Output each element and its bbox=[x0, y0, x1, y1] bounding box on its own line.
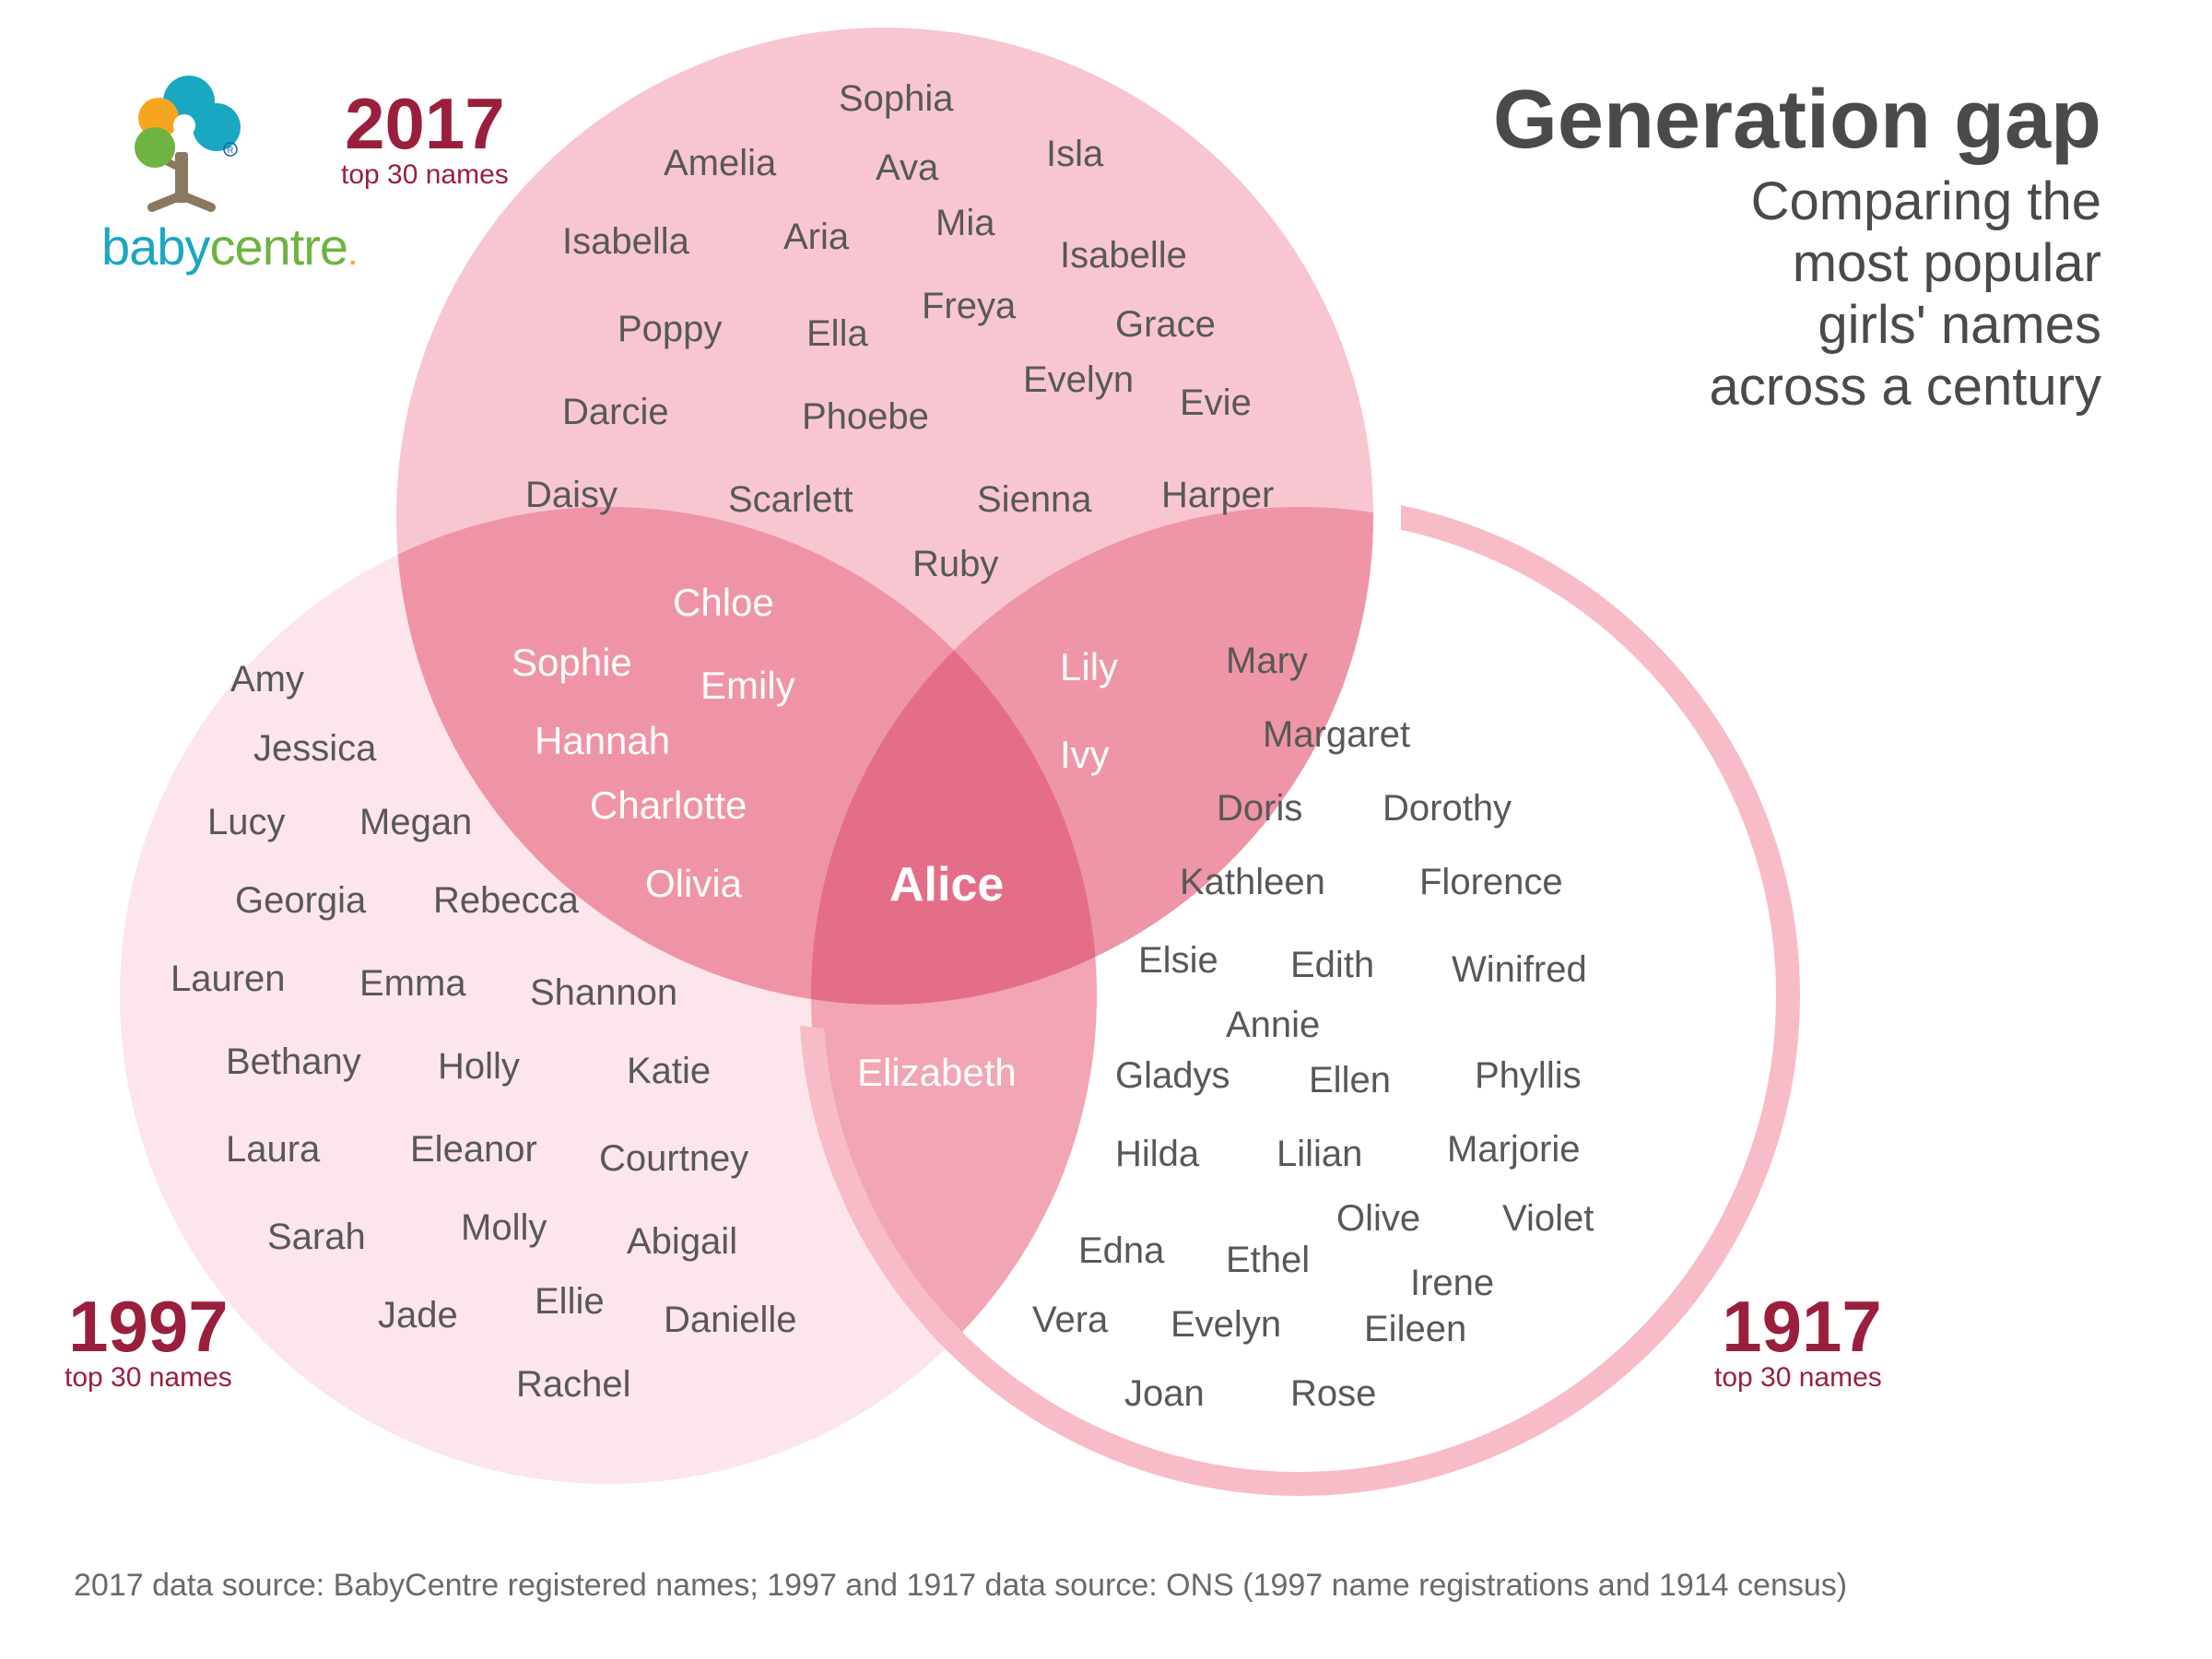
year-2017-label: 2017 top 30 names bbox=[341, 88, 509, 191]
name-only-1997: Georgia bbox=[235, 880, 366, 922]
name-only-1917: Lilian bbox=[1277, 1134, 1362, 1175]
venn-infographic: R babycentre. Generation gap Comparing t… bbox=[0, 0, 2212, 1659]
name-only-1917: Evelyn bbox=[1171, 1304, 1281, 1346]
name-only-1917: Joan bbox=[1124, 1373, 1205, 1415]
name-only-1997: Courtney bbox=[599, 1138, 748, 1180]
name-only-1917: Elsie bbox=[1138, 940, 1218, 982]
name-overlap-1997-1917: Elizabeth bbox=[857, 1051, 1017, 1095]
name-only-1917: Mary bbox=[1226, 641, 1308, 682]
name-only-2017: Daisy bbox=[525, 475, 618, 516]
name-only-2017: Mia bbox=[935, 203, 994, 244]
name-only-1997: Shannon bbox=[530, 972, 677, 1014]
name-only-1917: Olive bbox=[1336, 1198, 1420, 1240]
name-only-2017: Isabelle bbox=[1060, 235, 1187, 276]
name-only-2017: Ruby bbox=[912, 544, 998, 585]
name-overlap-2017-1997: Charlotte bbox=[590, 783, 747, 828]
name-only-1917: Dorothy bbox=[1382, 788, 1512, 830]
name-only-1997: Katie bbox=[627, 1051, 711, 1092]
name-only-1917: Eileen bbox=[1364, 1309, 1466, 1350]
name-only-2017: Evie bbox=[1180, 382, 1252, 424]
name-only-1997: Jade bbox=[378, 1295, 458, 1336]
name-only-1917: Ethel bbox=[1226, 1240, 1310, 1281]
name-only-1997: Bethany bbox=[226, 1041, 361, 1083]
name-only-1917: Kathleen bbox=[1180, 862, 1325, 903]
name-only-2017: Isabella bbox=[562, 221, 689, 263]
name-only-2017: Aria bbox=[783, 217, 849, 258]
name-only-2017: Ava bbox=[876, 147, 938, 189]
name-only-2017: Harper bbox=[1161, 475, 1274, 516]
name-only-1997: Ellie bbox=[535, 1281, 605, 1323]
name-only-2017: Sienna bbox=[977, 479, 1092, 521]
name-overlap-2017-1997: Chloe bbox=[673, 581, 774, 625]
name-only-1917: Ellen bbox=[1309, 1060, 1391, 1101]
name-only-2017: Scarlett bbox=[728, 479, 853, 521]
name-only-1997: Lucy bbox=[207, 802, 286, 843]
year-1917-label: 1917 top 30 names bbox=[1714, 1290, 1882, 1394]
name-only-1917: Gladys bbox=[1115, 1055, 1230, 1097]
name-only-1997: Amy bbox=[230, 659, 304, 700]
name-overlap-2017-1997: Olivia bbox=[645, 862, 742, 906]
name-only-1997: Laura bbox=[226, 1129, 320, 1171]
name-only-1917: Margaret bbox=[1263, 714, 1410, 756]
data-source-footer: 2017 data source: BabyCentre registered … bbox=[74, 1568, 1847, 1604]
name-only-2017: Poppy bbox=[618, 309, 722, 350]
name-only-2017: Amelia bbox=[664, 143, 776, 184]
name-only-1917: Doris bbox=[1217, 788, 1302, 830]
name-only-1917: Marjorie bbox=[1447, 1129, 1580, 1171]
name-only-1997: Rebecca bbox=[433, 880, 579, 922]
name-only-1917: Irene bbox=[1410, 1263, 1494, 1304]
name-only-2017: Phoebe bbox=[802, 396, 929, 438]
name-only-2017: Ella bbox=[806, 313, 868, 355]
name-only-1917: Violet bbox=[1502, 1198, 1594, 1240]
name-only-1997: Sarah bbox=[267, 1217, 366, 1258]
name-only-2017: Freya bbox=[922, 286, 1016, 327]
name-only-2017: Grace bbox=[1115, 304, 1216, 346]
name-only-2017: Isla bbox=[1046, 134, 1103, 175]
name-only-1997: Abigail bbox=[627, 1221, 737, 1263]
name-overlap-2017-1917: Ivy bbox=[1060, 733, 1110, 777]
name-only-1917: Hilda bbox=[1115, 1134, 1199, 1175]
name-only-1997: Eleanor bbox=[410, 1129, 537, 1171]
name-only-1917: Edith bbox=[1290, 945, 1374, 986]
name-only-1917: Winifred bbox=[1452, 949, 1587, 991]
name-only-1997: Molly bbox=[461, 1207, 547, 1249]
name-only-1917: Rose bbox=[1290, 1373, 1376, 1415]
name-only-1997: Danielle bbox=[664, 1300, 797, 1341]
name-only-1997: Lauren bbox=[171, 959, 286, 1000]
name-only-2017: Evelyn bbox=[1023, 359, 1134, 401]
name-only-1917: Annie bbox=[1226, 1005, 1320, 1046]
name-only-1917: Edna bbox=[1078, 1230, 1164, 1272]
name-only-1997: Holly bbox=[438, 1046, 520, 1088]
name-only-1917: Florence bbox=[1419, 862, 1563, 903]
name-only-1997: Emma bbox=[359, 963, 466, 1005]
year-1997-label: 1997 top 30 names bbox=[65, 1290, 232, 1394]
name-overlap-2017-1917: Lily bbox=[1060, 645, 1118, 689]
name-only-1997: Megan bbox=[359, 802, 472, 843]
name-only-2017: Darcie bbox=[562, 392, 669, 433]
name-only-1997: Rachel bbox=[516, 1364, 631, 1406]
name-only-1917: Vera bbox=[1032, 1300, 1108, 1341]
name-only-1917: Phyllis bbox=[1475, 1055, 1582, 1097]
name-overlap-2017-1997: Sophie bbox=[512, 641, 632, 685]
name-overlap-all: Alice bbox=[889, 857, 1004, 912]
name-only-1997: Jessica bbox=[253, 728, 376, 770]
name-overlap-2017-1997: Emily bbox=[700, 664, 795, 708]
name-only-2017: Sophia bbox=[839, 78, 954, 120]
name-overlap-2017-1997: Hannah bbox=[535, 719, 670, 763]
